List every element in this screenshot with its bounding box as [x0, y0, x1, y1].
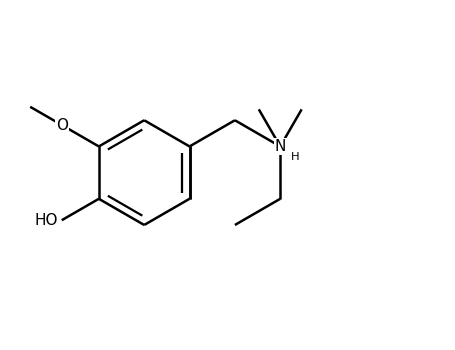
Text: N: N	[274, 139, 286, 154]
Text: H: H	[291, 152, 299, 162]
Text: O: O	[56, 118, 68, 133]
Text: HO: HO	[35, 213, 58, 228]
